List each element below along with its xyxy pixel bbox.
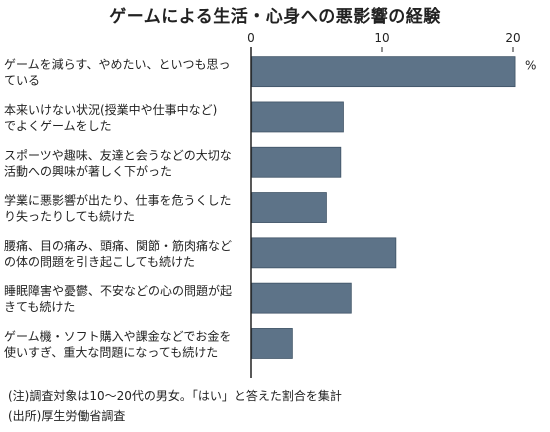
category-label: り失ったりしても続けた [4, 209, 135, 224]
bar [251, 328, 293, 359]
category-label: ゲーム機・ソフト購入や課金などでお金を [4, 328, 231, 343]
x-tick-label: 20 [505, 31, 520, 45]
category-label: 睡眠障害や憂鬱、不安などの心の問題が起 [4, 283, 232, 298]
bar [251, 192, 327, 223]
unit-label: % [525, 59, 536, 73]
bar-series [251, 56, 516, 359]
bar [251, 101, 344, 133]
category-label: ている [4, 74, 40, 88]
bar [251, 56, 516, 88]
category-label: 学業に悪影響が出たり、仕事を危うくした [4, 193, 232, 208]
category-label: スポーツや趣味、友達と会うなどの大切な [4, 147, 232, 162]
category-labels: ゲームを減らす、やめたい、といつも思っている本来いけない状況(授業中や仕事中など… [4, 57, 232, 360]
category-label: でよくゲームをした [4, 119, 112, 133]
category-label: 腰痛、目の痛み、頭痛、関節・筋肉痛など [4, 238, 232, 253]
bar [251, 146, 342, 178]
bar [251, 237, 397, 269]
x-tick-label: 10 [374, 31, 389, 45]
x-tick-label: 0 [247, 31, 255, 45]
footnote-survey: (注)調査対象は10〜20代の男女。「はい」と答えた割合を集計 [8, 389, 342, 403]
chart-title: ゲームによる生活・心身への悪影響の経験 [109, 7, 441, 27]
category-label: 活動への興味が著しく下がった [4, 163, 172, 178]
footnote-source: (出所)厚生労働省調査 [8, 409, 126, 423]
category-label: 使いすぎ、重大な問題になっても続けた [4, 344, 218, 359]
category-label: ゲームを減らす、やめたい、といつも思っ [4, 57, 230, 72]
category-label: の体の問題を引き起こしても続けた [4, 255, 195, 269]
category-label: 本来いけない状況(授業中や仕事中など) [4, 102, 217, 117]
x-axis-ticks: 0 10 20 [247, 31, 521, 52]
bar [251, 282, 352, 314]
category-label: きても続けた [4, 300, 75, 314]
